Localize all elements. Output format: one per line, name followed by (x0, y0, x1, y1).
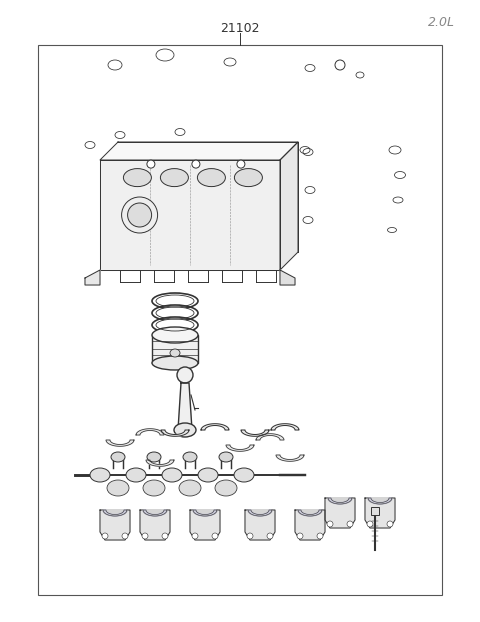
Polygon shape (106, 440, 134, 447)
Text: 2.0L: 2.0L (428, 16, 455, 29)
Polygon shape (368, 498, 392, 504)
Polygon shape (328, 498, 352, 504)
Ellipse shape (107, 480, 129, 496)
Ellipse shape (90, 468, 110, 482)
Polygon shape (136, 429, 164, 435)
Polygon shape (365, 498, 395, 528)
Ellipse shape (215, 480, 237, 496)
Circle shape (177, 367, 193, 383)
Ellipse shape (162, 468, 182, 482)
Ellipse shape (123, 169, 151, 187)
Circle shape (317, 533, 323, 539)
Polygon shape (103, 510, 127, 516)
Circle shape (247, 533, 253, 539)
Circle shape (347, 521, 353, 527)
Circle shape (142, 533, 148, 539)
Polygon shape (161, 430, 189, 436)
Ellipse shape (170, 349, 180, 357)
Polygon shape (100, 510, 130, 540)
Polygon shape (193, 510, 217, 516)
Polygon shape (241, 430, 269, 436)
Ellipse shape (111, 452, 125, 462)
Polygon shape (143, 510, 167, 516)
Polygon shape (201, 424, 229, 430)
Circle shape (237, 160, 245, 168)
Ellipse shape (160, 169, 188, 187)
Polygon shape (298, 510, 322, 516)
Polygon shape (280, 270, 295, 285)
FancyBboxPatch shape (371, 507, 379, 515)
Polygon shape (103, 510, 127, 516)
Polygon shape (271, 424, 299, 430)
Circle shape (327, 521, 333, 527)
Polygon shape (146, 460, 174, 466)
Circle shape (147, 160, 155, 168)
Ellipse shape (156, 307, 194, 319)
Polygon shape (178, 383, 192, 430)
Polygon shape (325, 498, 355, 528)
Circle shape (162, 533, 168, 539)
Ellipse shape (126, 468, 146, 482)
Polygon shape (295, 510, 325, 540)
Circle shape (192, 160, 200, 168)
Ellipse shape (197, 169, 226, 187)
Ellipse shape (219, 452, 233, 462)
Ellipse shape (147, 452, 161, 462)
Polygon shape (280, 142, 298, 270)
Polygon shape (226, 445, 254, 452)
Ellipse shape (198, 468, 218, 482)
Ellipse shape (156, 295, 194, 307)
Ellipse shape (183, 452, 197, 462)
Ellipse shape (179, 480, 201, 496)
Circle shape (128, 203, 152, 227)
Ellipse shape (156, 319, 194, 331)
Polygon shape (100, 142, 298, 160)
Polygon shape (143, 510, 167, 516)
Polygon shape (193, 510, 217, 516)
Polygon shape (256, 434, 284, 440)
Ellipse shape (174, 423, 196, 437)
Circle shape (122, 533, 128, 539)
Polygon shape (276, 455, 304, 462)
FancyBboxPatch shape (152, 335, 198, 363)
Ellipse shape (234, 468, 254, 482)
Ellipse shape (152, 356, 198, 370)
Bar (38, 45, 442, 595)
Circle shape (387, 521, 393, 527)
Polygon shape (190, 510, 220, 540)
Polygon shape (245, 510, 275, 540)
Polygon shape (248, 510, 272, 516)
Polygon shape (100, 160, 280, 270)
Text: 21102: 21102 (220, 22, 260, 34)
Circle shape (121, 197, 157, 233)
Circle shape (297, 533, 303, 539)
Ellipse shape (152, 327, 198, 343)
Circle shape (192, 533, 198, 539)
Polygon shape (85, 270, 100, 285)
Circle shape (367, 521, 373, 527)
Polygon shape (328, 498, 352, 504)
Ellipse shape (234, 169, 263, 187)
Polygon shape (140, 510, 170, 540)
Ellipse shape (143, 480, 165, 496)
Circle shape (102, 533, 108, 539)
Circle shape (267, 533, 273, 539)
Polygon shape (248, 510, 272, 516)
Polygon shape (298, 510, 322, 516)
Circle shape (212, 533, 218, 539)
Polygon shape (368, 498, 392, 504)
